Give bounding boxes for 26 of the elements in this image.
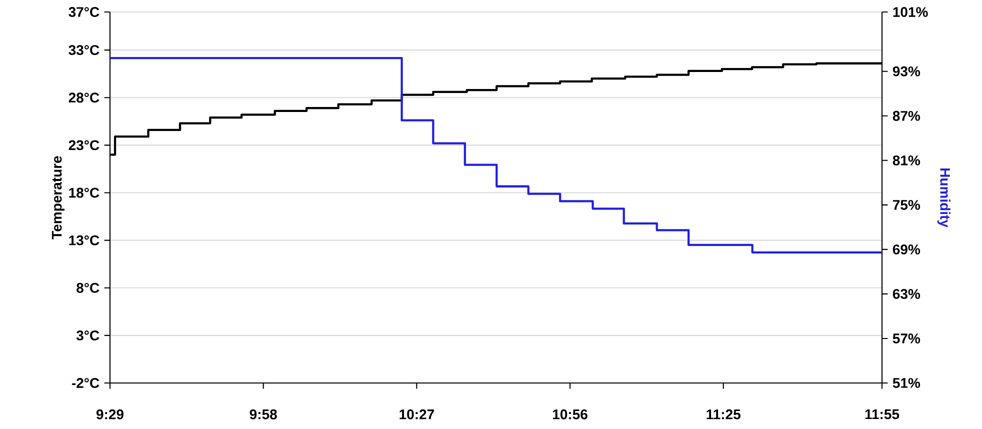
y2-tick-label: 81%	[892, 155, 920, 166]
y-tick-label: 28°C	[68, 92, 100, 103]
y-tick-label: 8°C	[76, 282, 100, 293]
y2-tick-label: 69%	[892, 244, 920, 254]
x-tick-label: 9:29	[96, 409, 124, 420]
x-tick-label: 10:56	[553, 409, 588, 420]
y2-tick-label: 101%	[893, 7, 928, 17]
y2-tick-label: 87%	[892, 110, 920, 121]
y2-tick-label: 51%	[892, 378, 920, 388]
x-tick-label: 10:27	[400, 409, 434, 420]
y-tick-label: 18°C	[69, 188, 100, 198]
y2-tick-label: 93%	[892, 66, 920, 76]
y2-tick-label: 75%	[893, 200, 920, 210]
y-tick-label: 3°C	[76, 330, 100, 340]
y-axis-title: Temperature	[52, 156, 64, 240]
y-tick-label: 23°C	[68, 140, 100, 150]
y-tick-label: 33°C	[68, 45, 100, 56]
y-tick-label: -2°C	[72, 378, 100, 388]
y-tick-label: 13°C	[69, 235, 100, 246]
y2-axis-title: Humidity	[937, 168, 950, 228]
y2-tick-label: 63%	[892, 289, 920, 299]
x-tick-label: 11:55	[865, 409, 900, 420]
x-tick-label: 11:25	[706, 409, 740, 420]
x-tick-label: 9:58	[250, 409, 277, 420]
y2-tick-label: 57%	[892, 334, 920, 344]
y-tick-label: 37°C	[68, 7, 100, 17]
